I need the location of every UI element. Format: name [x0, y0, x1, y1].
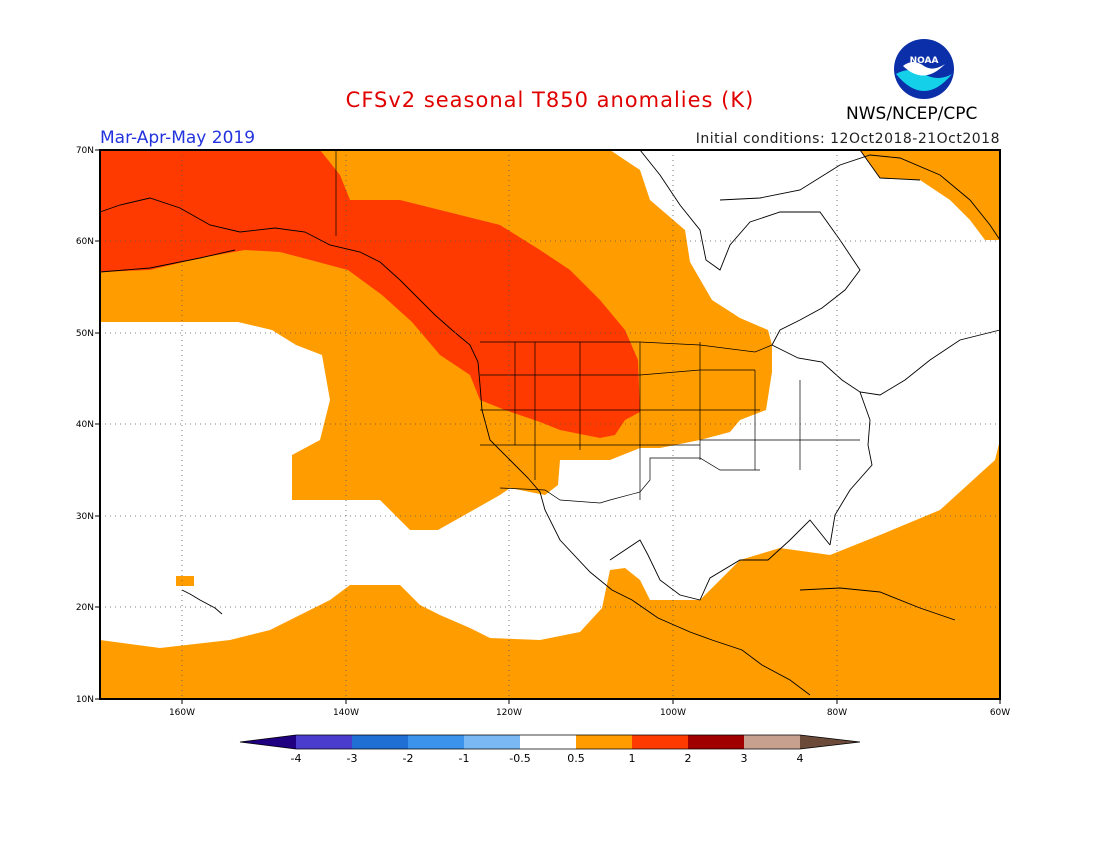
initial-conditions-label: Initial conditions: 12Oct2018-21Oct2018 [695, 131, 1000, 147]
political-borders [335, 150, 860, 504]
logo-text: NOAA [910, 56, 939, 66]
lon-label-160w: 160W [169, 708, 195, 718]
colorbar-segment [744, 735, 800, 749]
lat-label-40n: 40N [76, 420, 94, 430]
lat-label-50n: 50N [76, 329, 94, 339]
lon-label-100w: 100W [660, 708, 686, 718]
colorbar-segment [632, 735, 688, 749]
season-label: Mar-Apr-May 2019 [100, 128, 256, 148]
colorbar-segment [688, 735, 744, 749]
colorbar-segment [296, 735, 352, 749]
agency-label: NWS/NCEP/CPC [846, 104, 978, 124]
colorbar-segment [520, 735, 576, 749]
colorbar-label: -4 [291, 752, 302, 765]
lon-label-60w: 60W [990, 708, 1010, 718]
colorbar-label: -1 [459, 752, 470, 765]
lon-label-140w: 140W [333, 708, 359, 718]
colorbar-label: 4 [797, 752, 804, 765]
colorbar-segment-min [240, 735, 296, 749]
colorbar-label: -3 [347, 752, 358, 765]
anomaly-red-regions [100, 150, 640, 438]
colorbar-segment [576, 735, 632, 749]
colorbar-label: -0.5 [509, 752, 530, 765]
colorbar-segment [352, 735, 408, 749]
colorbar-label: 3 [741, 752, 748, 765]
lat-label-70n: 70N [76, 146, 94, 156]
lat-label-60n: 60N [76, 237, 94, 247]
colorbar-segment [464, 735, 520, 749]
lat-label-30n: 30N [76, 512, 94, 522]
lon-label-80w: 80W [827, 708, 847, 718]
noaa-logo: NOAA [894, 39, 954, 99]
colorbar-label: 2 [685, 752, 692, 765]
lat-label-20n: 20N [76, 603, 94, 613]
gridlines [100, 150, 1000, 699]
latitude-labels: 70N 60N 50N 40N 30N 20N 10N [76, 146, 94, 705]
coastlines [99, 149, 1001, 696]
colorbar: -4 -3 -2 -1 -0.5 0.5 1 2 3 4 [239, 734, 861, 765]
colorbar-label: -2 [403, 752, 414, 765]
lat-label-10n: 10N [76, 695, 94, 705]
colorbar-label: 1 [629, 752, 636, 765]
axis-ticks [95, 149, 1001, 704]
colorbar-segment [408, 735, 464, 749]
lon-label-120w: 120W [496, 708, 522, 718]
chart-title: CFSv2 seasonal T850 anomalies (K) [345, 88, 755, 112]
colorbar-label: 0.5 [567, 752, 585, 765]
colorbar-segment-max [800, 735, 860, 749]
longitude-labels: 160W 140W 120W 100W 80W 60W [169, 708, 1010, 718]
